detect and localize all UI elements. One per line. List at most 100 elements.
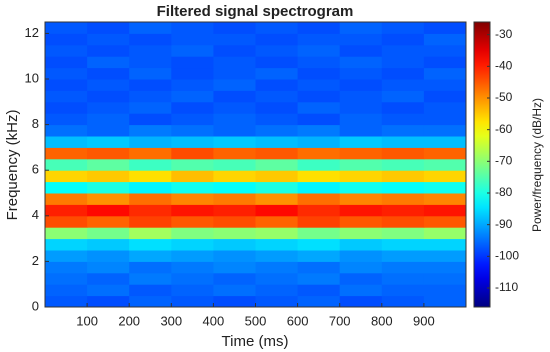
heatmap-cell — [297, 204, 341, 217]
heatmap-cell — [255, 261, 299, 274]
heatmap-cell — [297, 147, 341, 160]
heatmap-cell — [255, 193, 299, 205]
heatmap-cell — [45, 170, 88, 183]
heatmap-cell — [45, 227, 88, 240]
heatmap-cell — [381, 193, 425, 205]
heatmap-cell — [129, 204, 172, 217]
colorbar-tick-label: -30 — [495, 27, 513, 41]
heatmap-cell — [45, 204, 88, 217]
heatmap-cell — [171, 170, 214, 183]
heatmap-cell — [129, 193, 172, 205]
heatmap-cell — [213, 250, 256, 262]
y-tick-label: 12 — [25, 25, 39, 40]
heatmap-cell — [213, 79, 256, 91]
heatmap-cell — [213, 33, 256, 46]
heatmap-cell — [339, 113, 383, 126]
heatmap-cell — [213, 147, 256, 160]
heatmap-cell — [171, 147, 214, 160]
heatmap-cell — [171, 22, 214, 34]
heatmap-cell — [339, 79, 383, 91]
chart-title: Filtered signal spectrogram — [157, 3, 354, 20]
heatmap-cell — [87, 295, 130, 308]
heatmap-cell — [423, 33, 467, 46]
heatmap-cell — [381, 22, 425, 34]
heatmap-cell — [339, 238, 383, 251]
heatmap-cell — [339, 33, 383, 46]
heatmap-cell — [381, 295, 425, 308]
heatmap-cell — [171, 79, 214, 91]
colorbar-tick-label: -50 — [495, 90, 513, 104]
heatmap-cell — [381, 113, 425, 126]
heatmap-cell — [339, 193, 383, 205]
heatmap-cell — [213, 181, 256, 194]
heatmap-cell — [213, 22, 256, 34]
heatmap-cell — [339, 124, 383, 137]
heatmap-cell — [255, 90, 299, 103]
heatmap-cell — [45, 101, 88, 114]
heatmap-cell — [171, 181, 214, 194]
heatmap-cell — [297, 22, 341, 34]
heatmap-cell — [45, 33, 88, 46]
heatmap-cell — [129, 227, 172, 240]
heatmap-cell — [45, 44, 88, 57]
heatmap-cell — [171, 33, 214, 46]
heatmap-cell — [255, 272, 299, 285]
heatmap-cell — [45, 215, 88, 228]
heatmap-cell — [87, 22, 130, 34]
heatmap-cell — [381, 250, 425, 262]
colorbar-tick-label: -40 — [495, 59, 513, 73]
heatmap-cell — [297, 295, 341, 308]
colorbar-label: Power/frequency (dB/Hz) — [530, 98, 544, 232]
x-tick-label: 600 — [287, 313, 309, 328]
heatmap-cell — [297, 250, 341, 262]
heatmap-cell — [87, 215, 130, 228]
heatmap-cell — [87, 227, 130, 240]
heatmap-cell — [129, 181, 172, 194]
heatmap-cell — [87, 272, 130, 285]
heatmap-cell — [255, 250, 299, 262]
heatmap-cell — [423, 79, 467, 91]
heatmap-cell — [87, 124, 130, 137]
heatmap-cell — [297, 215, 341, 228]
heatmap-cell — [87, 56, 130, 69]
heatmap-cell — [45, 272, 88, 285]
heatmap-cell — [45, 238, 88, 251]
heatmap-cell — [129, 90, 172, 103]
heatmap-cell — [171, 250, 214, 262]
heatmap-cell — [255, 284, 299, 297]
heatmap-cell — [423, 158, 467, 171]
y-axis-label: Frequency (kHz) — [4, 110, 21, 221]
colorbar-tick-label: -70 — [495, 154, 513, 168]
heatmap-cell — [129, 170, 172, 183]
heatmap-cell — [255, 56, 299, 69]
heatmap-cell — [45, 22, 88, 34]
x-tick-label: 400 — [203, 313, 225, 328]
heatmap-cell — [381, 215, 425, 228]
heatmap-cell — [87, 101, 130, 114]
heatmap-cell — [255, 79, 299, 91]
heatmap-cell — [45, 124, 88, 137]
heatmap-cell — [45, 158, 88, 171]
heatmap-cell — [255, 295, 299, 308]
heatmap-cell — [87, 67, 130, 80]
heatmap-cell — [213, 101, 256, 114]
heatmap-cell — [381, 204, 425, 217]
heatmap-cell — [129, 79, 172, 91]
heatmap-cell — [339, 215, 383, 228]
heatmap-cell — [45, 261, 88, 274]
heatmap-cell — [339, 22, 383, 34]
heatmap-cell — [423, 261, 467, 274]
heatmap-cell — [255, 67, 299, 80]
y-tick-label: 6 — [32, 162, 39, 177]
x-tick-label: 500 — [245, 313, 267, 328]
heatmap-cell — [87, 284, 130, 297]
heatmap-cell — [381, 181, 425, 194]
heatmap-cell — [423, 238, 467, 251]
heatmap-cell — [297, 90, 341, 103]
heatmap-cell — [45, 250, 88, 262]
heatmap-cell — [381, 90, 425, 103]
heatmap-cell — [423, 295, 467, 308]
heatmap-cell — [297, 193, 341, 205]
heatmap-cell — [213, 158, 256, 171]
